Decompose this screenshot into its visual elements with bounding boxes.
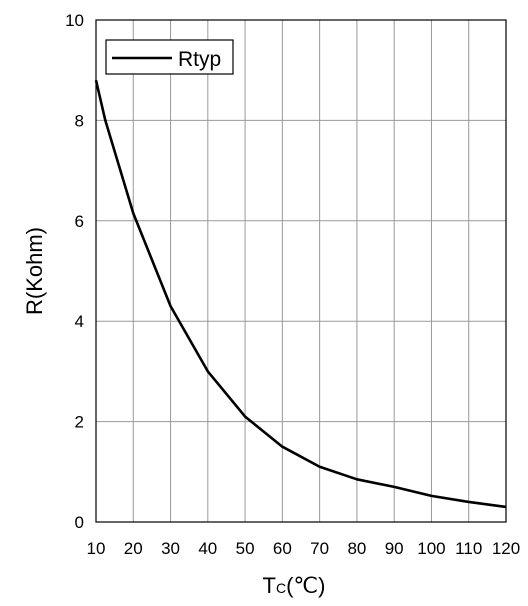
x-tick-label: 30 xyxy=(161,539,180,558)
legend-label-rtyp: Rtyp xyxy=(178,48,221,71)
grid-lines xyxy=(96,20,506,522)
x-tick-label: 10 xyxy=(87,539,106,558)
y-tick-label: 0 xyxy=(75,513,84,532)
plot-background xyxy=(96,20,506,522)
x-tick-label: 120 xyxy=(492,539,520,558)
series-layer xyxy=(94,79,507,509)
legend: Rtyp xyxy=(105,39,234,75)
x-tick-label: 100 xyxy=(417,539,445,558)
x-tick-labels: 10 20 30 40 50 60 70 80 90 100 110 120 xyxy=(87,539,521,558)
x-tick-label: 70 xyxy=(310,539,329,558)
y-tick-label: 8 xyxy=(75,111,84,130)
y-tick-labels: 0 2 4 6 8 10 xyxy=(65,11,84,532)
y-tick-label: 2 xyxy=(75,413,84,432)
x-tick-label: 60 xyxy=(273,539,292,558)
plot-border xyxy=(95,19,507,523)
y-tick-label: 4 xyxy=(75,312,84,331)
x-tick-label: 110 xyxy=(455,539,482,558)
x-axis-title: TC(℃) xyxy=(263,573,326,598)
y-tick-label: 10 xyxy=(65,11,84,30)
x-tick-label: 50 xyxy=(236,539,255,558)
x-tick-label: 80 xyxy=(347,539,366,558)
x-tick-label: 90 xyxy=(385,539,404,558)
x-axis-title-main: T xyxy=(263,573,276,598)
x-tick-label: 20 xyxy=(124,539,143,558)
series-line-rtyp xyxy=(94,79,507,509)
x-axis-title-sub: C xyxy=(276,580,286,596)
x-axis-title-unit: (℃) xyxy=(286,573,325,598)
y-tick-label: 6 xyxy=(75,212,84,231)
x-tick-label: 40 xyxy=(198,539,217,558)
y-axis-title: R(Kohm) xyxy=(22,227,47,315)
